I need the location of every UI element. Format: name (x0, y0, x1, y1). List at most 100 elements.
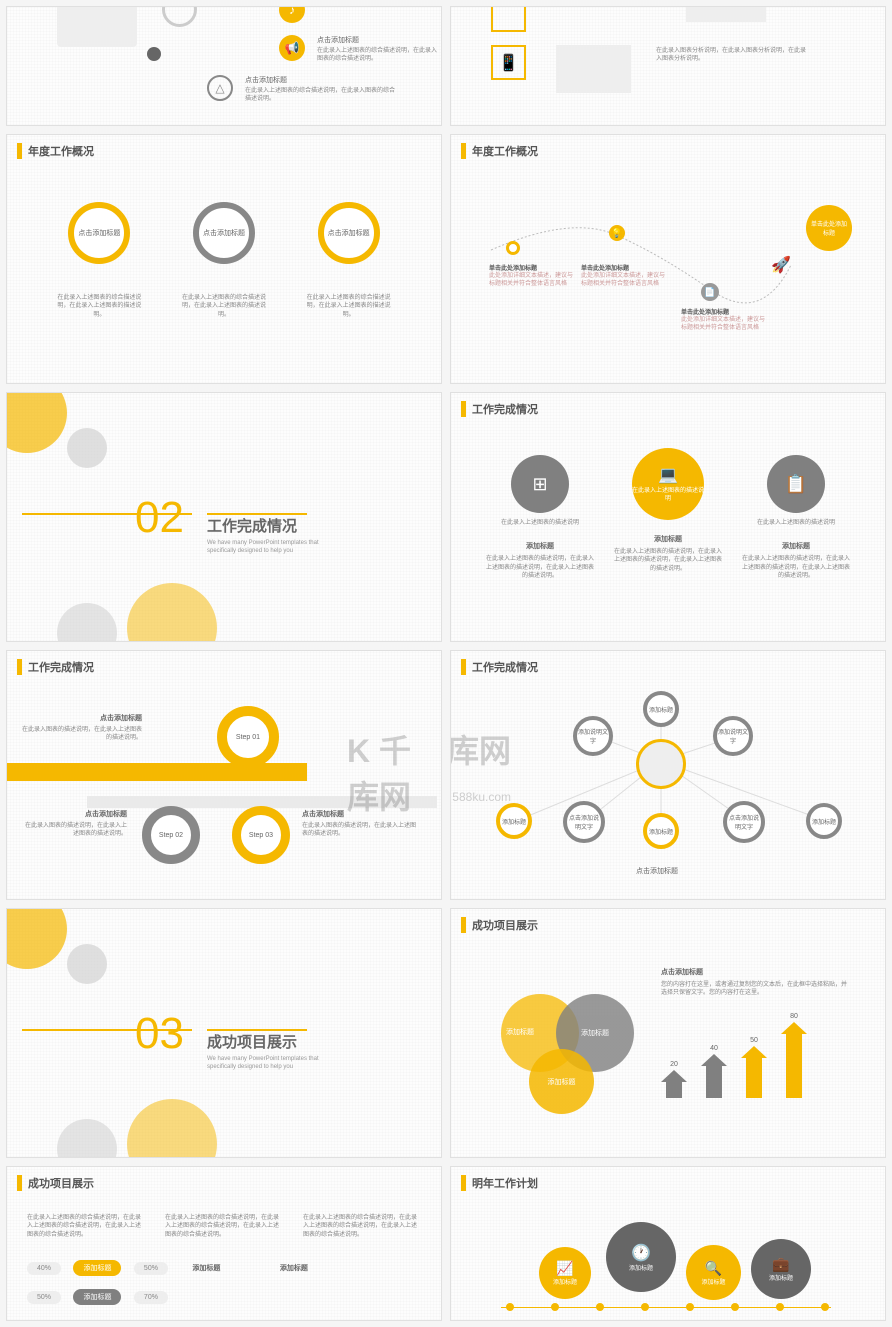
step-text: 点击添加标题 在此录入图表的描述说明，在此录入上述图表的描述说明。 (22, 809, 127, 839)
step-title: 点击添加标题 (22, 809, 127, 819)
step-label: Step 01 (236, 734, 260, 741)
ring-label: 点击添加标题 (78, 228, 120, 238)
icon-circle: ⊞ (511, 455, 569, 513)
header-title: 成功项目展示 (28, 1175, 94, 1191)
chart-title: 点击添加标题 (661, 967, 851, 977)
pill-label: 添加标题 (73, 1289, 121, 1305)
ring-label: 点击添加标题 (203, 228, 245, 238)
desc: 在此录入上述图表的综合描述说明，在此录入图表的综合描述说明。 (317, 47, 441, 64)
slide-header: 工作完成情况 (451, 393, 885, 425)
icon-circle: ♪ (279, 6, 305, 23)
item-title: 添加标题 (741, 541, 851, 551)
venn-circle: 添加标题 (529, 1049, 594, 1114)
slide-header: 明年工作计划 (451, 1167, 885, 1199)
icon-item: ⊞ 在此录入上述图表的描述说明 添加标题 在此录入上述图表的描述说明，在此录入上… (485, 455, 595, 581)
icon-item: 💻在此录入上述图表的描述说明 添加标题 在此录入上述图表的描述说明，在此录入上述… (613, 455, 723, 581)
ring-desc: 在此录入上述图表的综合描述说明，在此录入上述图表的描述说明。 (179, 294, 269, 319)
header-title: 工作完成情况 (28, 659, 94, 675)
tl-item: 单击此处添加标题 此处添加详细文本描述，建议与 标题相关并符合整体语言风格 (489, 263, 574, 289)
ring-item: 点击添加标题 在此录入上述图表的综合描述说明，在此录入上述图表的描述说明。 (54, 202, 144, 319)
header-accent (461, 1175, 466, 1191)
section-title: 工作完成情况 (207, 515, 347, 536)
pct: 40% (27, 1262, 61, 1275)
plan-node: 📈添加标题 (539, 1247, 591, 1299)
step-desc: 在此录入图表的描述说明，在此录入上述图表的描述说明。 (22, 822, 127, 839)
venn-label: 添加标题 (506, 1027, 534, 1037)
pct: 50% (134, 1262, 168, 1275)
deco (127, 1099, 217, 1158)
chart-desc: 您的内容打在这里，或者通过复制您的文本后，在此框中选择粘贴，并选择只保留文字。您… (661, 981, 851, 998)
network-node: 添加说明文字 (573, 716, 613, 756)
network-caption: 点击添加标题 (636, 866, 678, 876)
desc: 在此录入上述图表的综合描述说明，在此录入图表的综合描述说明。 (245, 87, 395, 104)
photo-placeholder (556, 45, 631, 93)
pill-desc: 在此录入上述图表的综合描述说明，在此录入上述图表的综合描述说明，在此录入上述图表… (303, 1214, 421, 1239)
chart-area: 点击添加标题 您的内容打在这里，或者通过复制您的文本后，在此框中选择粘贴，并选择… (661, 967, 851, 1098)
header-title: 明年工作计划 (472, 1175, 538, 1191)
slide-top-right: 📱 在此录入图表分析说明，在此录入图表分析说明，在此录入图表分析说明。 (450, 6, 886, 126)
ring-desc: 在此录入上述图表的综合描述说明，在此录入上述图表的描述说明。 (304, 294, 394, 319)
tl-d1: 此处添加详细文本描述，建议与 (489, 272, 574, 280)
icon-circle: 📢 (279, 35, 305, 61)
pct: 50% (27, 1291, 61, 1304)
header-accent (461, 401, 466, 417)
step-title: 点击添加标题 (302, 809, 417, 819)
slide-top-left: ♪ 📢 △ 点击添加标题 在此录入上述图表的综合描述说明，在此录入图表的综合描述… (6, 6, 442, 126)
section-subtitle: We have many PowerPoint templates that s… (207, 1056, 347, 1072)
tip: 在此录入上述图表的描述说明 (485, 519, 595, 527)
section-title: 成功项目展示 (207, 1031, 347, 1052)
step-label: Step 02 (159, 832, 183, 839)
item-title: 添加标题 (485, 541, 595, 551)
network-node: 添加标题 (496, 803, 532, 839)
slide-network: 工作完成情况 添加标题 添加说明文字 添加说明文字 添加标题 点击添加说明文字 … (450, 650, 886, 900)
pct: 70% (134, 1291, 168, 1304)
slide-header: 年度工作概况 (7, 135, 441, 167)
network-center (636, 739, 686, 789)
plan-node: 💼添加标题 (751, 1239, 811, 1299)
step-text: 点击添加标题 在此录入图表的描述说明，在此录入上述图表的描述说明。 (22, 713, 142, 743)
item-desc: 在此录入上述图表的描述说明，在此录入上述图表的描述说明，在此录入上述图表的描述说… (485, 555, 595, 580)
tl-title: 单击此处添加标题 (681, 307, 766, 316)
item: 点击添加标题 在此录入上述图表的综合描述说明，在此录入图表的综合描述说明。 (317, 35, 441, 64)
tl-item: 单击此处添加标题 此处添加详细文本描述，建议与 标题相关并符合整体语言风格 (581, 263, 666, 289)
tip: 在此录入上述图表的描述说明 (741, 519, 851, 527)
title: 点击添加标题 (317, 35, 441, 45)
slide-timeline: 年度工作概况 💡 📄 🚀 单击此处添加标题 单击此处添加标题 此处添加详细文本描… (450, 134, 886, 384)
pill-row: 40% 添加标题 50% 添加标题 添加标题 (27, 1257, 421, 1276)
network-node: 点击添加说明文字 (723, 801, 765, 843)
col-title: 添加标题 (280, 1265, 308, 1272)
slide-three-rings: 年度工作概况 点击添加标题 在此录入上述图表的综合描述说明，在此录入上述图表的描… (6, 134, 442, 384)
header-accent (17, 143, 22, 159)
pill-label: 添加标题 (73, 1260, 121, 1276)
ring-item: 点击添加标题 在此录入上述图表的综合描述说明，在此录入上述图表的描述说明。 (304, 202, 394, 319)
tl-title: 单击此处添加标题 (581, 263, 666, 272)
col-title: 添加标题 (192, 1265, 220, 1272)
dot (147, 47, 161, 61)
photo-placeholder (57, 6, 137, 47)
ring-deco (162, 6, 197, 27)
header-title: 工作完成情况 (472, 401, 538, 417)
bar-chart: 20405080 (661, 1008, 851, 1098)
header-title: 年度工作概况 (28, 143, 94, 159)
network-node: 点击添加说明文字 (563, 801, 605, 843)
slide-three-icons: 工作完成情况 ⊞ 在此录入上述图表的描述说明 添加标题 在此录入上述图表的描述说… (450, 392, 886, 642)
slide-header: 成功项目展示 (451, 909, 885, 941)
tl-d2: 标题相关并符合整体语言风格 (489, 280, 574, 288)
tl-title: 单击此处添加标题 (489, 263, 574, 272)
deco (57, 603, 117, 642)
icon-circle: 💻在此录入上述图表的描述说明 (632, 448, 704, 520)
tl-item: 单击此处添加标题 此处添加详细文本描述，建议与 标题相关并符合整体语言风格 (681, 307, 766, 333)
slide-steps: 工作完成情况 Step 01 Step 02 Step 03 点击添加标题 在此… (6, 650, 442, 900)
section-number: 03 (135, 1009, 184, 1059)
icon-box: 📱 (491, 45, 526, 80)
deco (57, 1119, 117, 1158)
step-desc: 在此录入图表的描述说明，在此录入上述图表的描述说明。 (22, 726, 142, 743)
icon-circle: △ (207, 75, 233, 101)
network-node: 添加标题 (806, 803, 842, 839)
network-node: 添加标题 (643, 813, 679, 849)
slide-section-03: 03 成功项目展示 We have many PowerPoint templa… (6, 908, 442, 1158)
deco (6, 908, 67, 969)
deco (67, 428, 107, 468)
pill-row: 50% 添加标题 70% (27, 1286, 421, 1305)
timeline-path (451, 135, 885, 383)
